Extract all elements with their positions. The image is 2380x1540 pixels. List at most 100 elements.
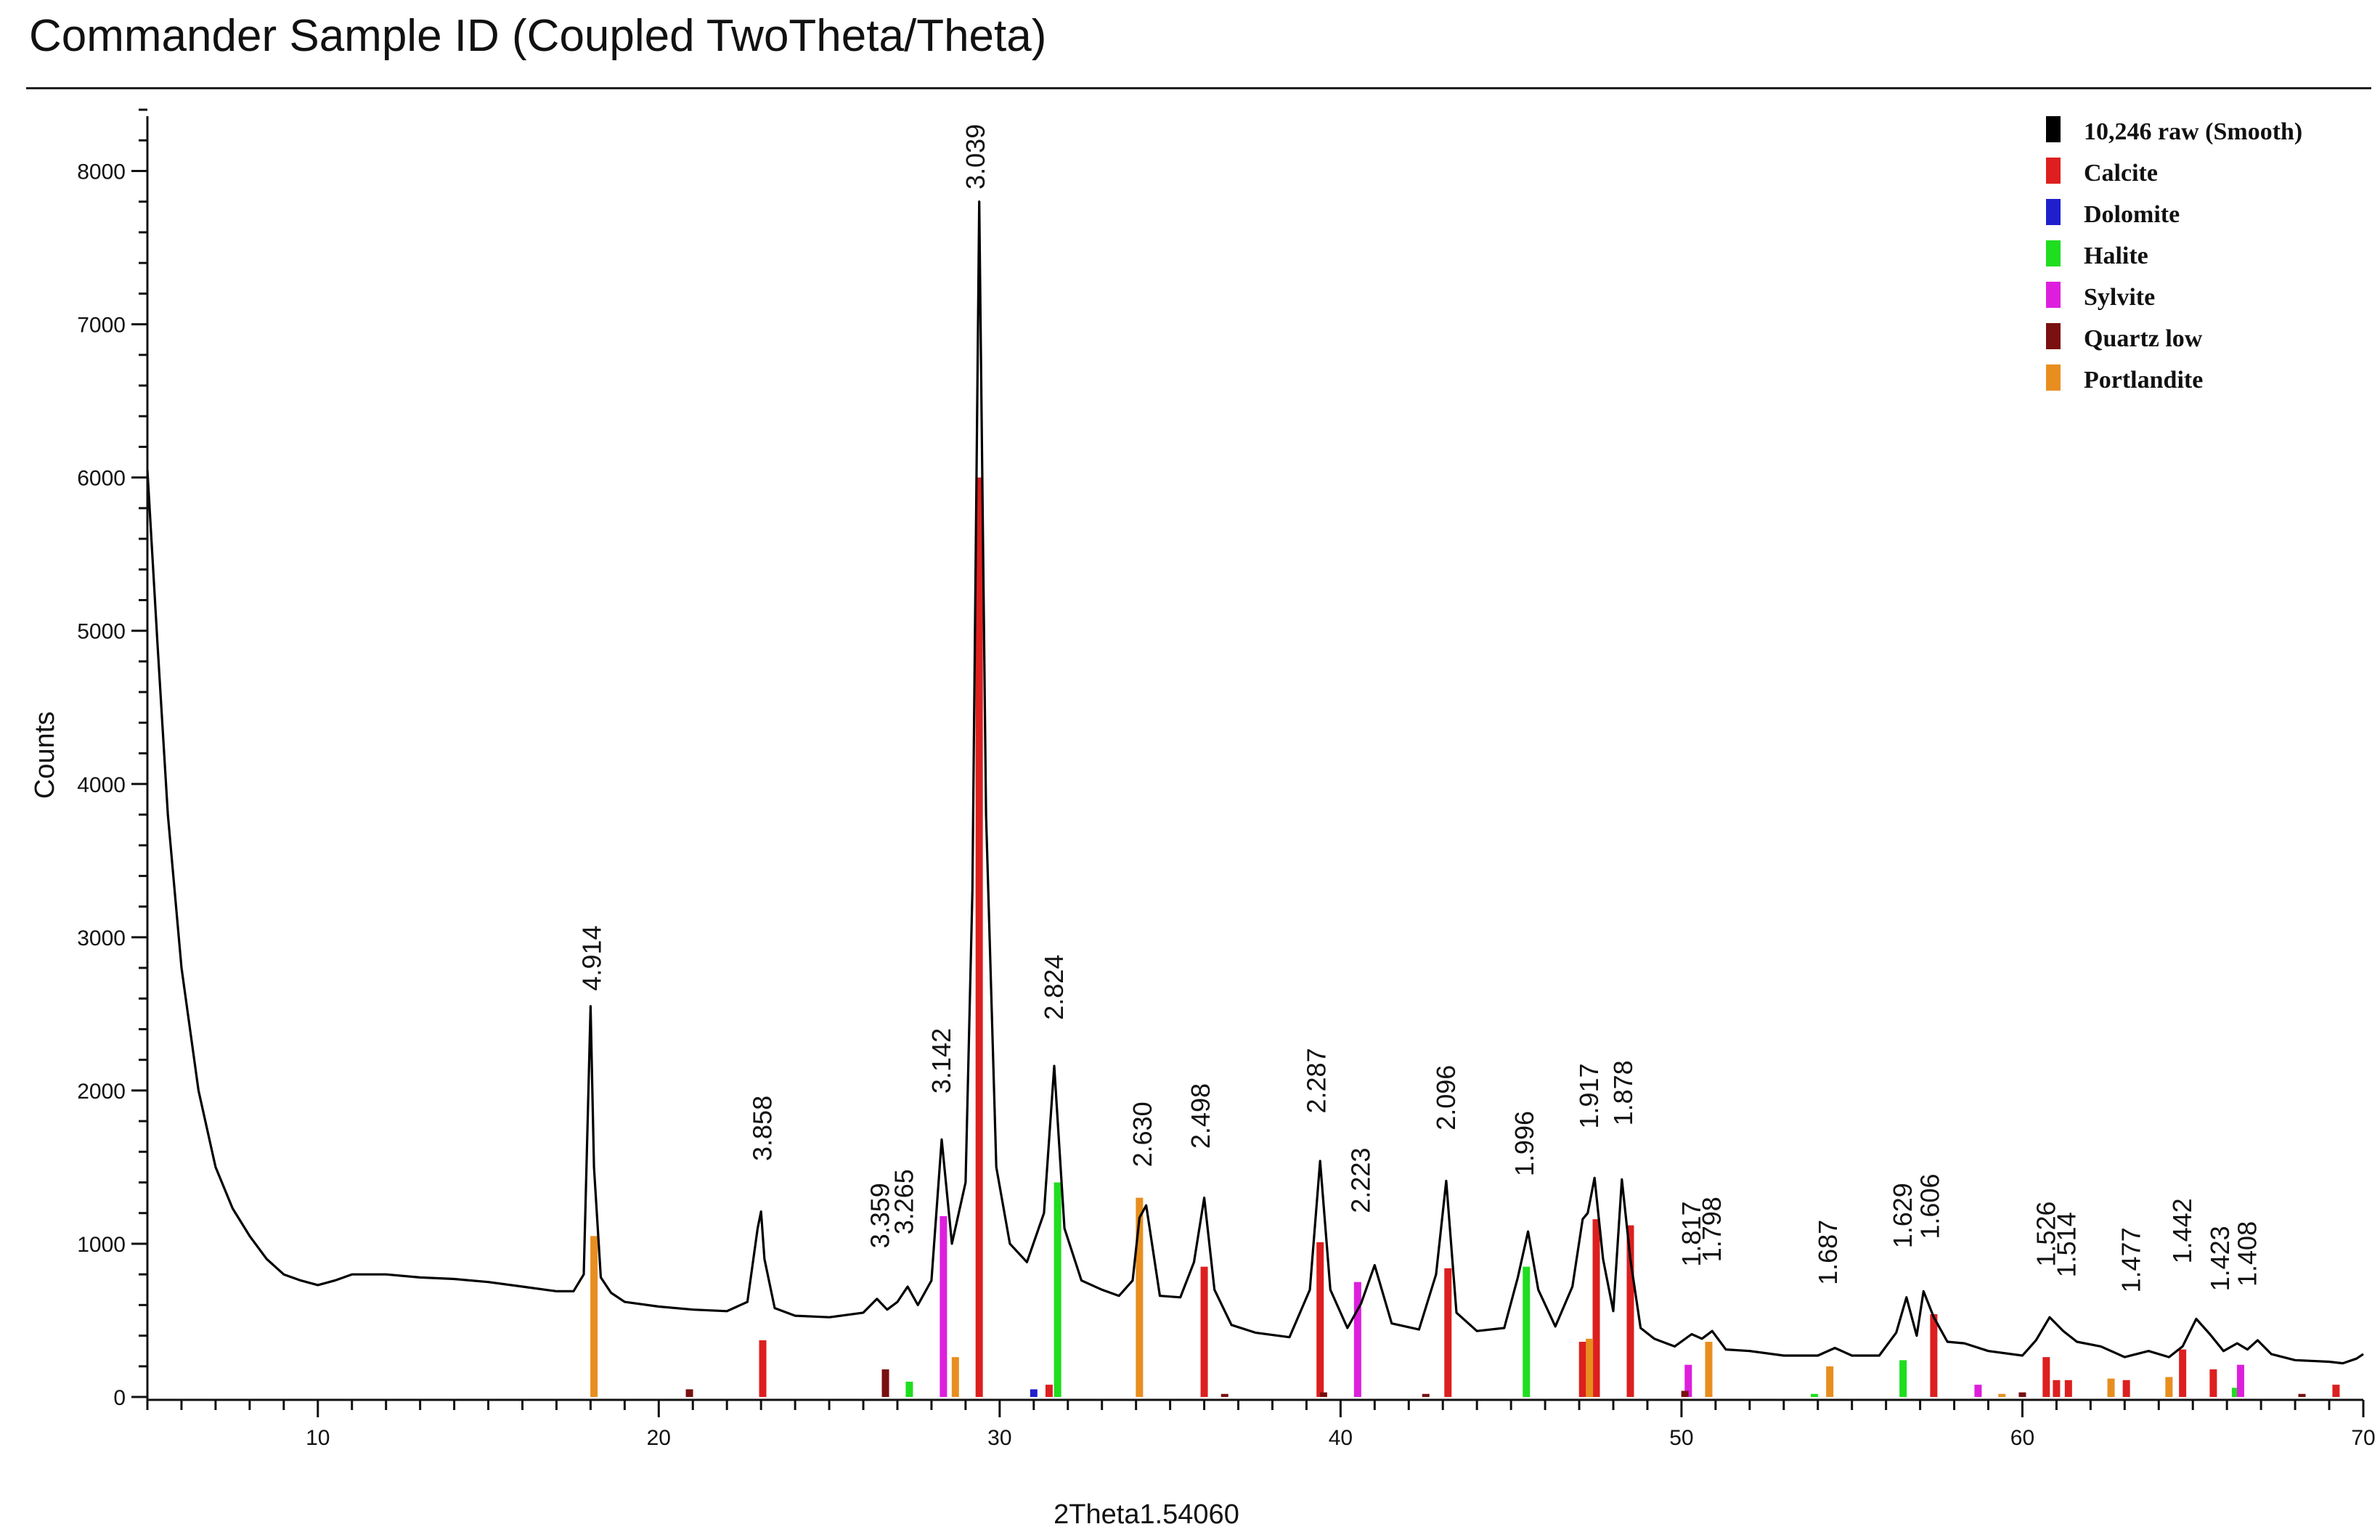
stick-calcite [2064, 1380, 2072, 1397]
stick-sylvite [1974, 1385, 1982, 1397]
legend-label: Quartz low [2084, 325, 2203, 352]
raw-pattern [146, 200, 2364, 1365]
x-tick-label: 70 [2351, 1426, 2375, 1450]
legend-label: Portlandite [2084, 367, 2203, 394]
phase-quartz-low [685, 1369, 2306, 1397]
stick-quartz-low [2018, 1392, 2026, 1397]
legend: 10,246 raw (Smooth) Calcite Dolomite Halite… [2046, 116, 2302, 394]
raw-series-line [146, 200, 2364, 1365]
stick-quartz-low [1220, 1393, 1228, 1397]
y-tick-label: 0 [113, 1386, 126, 1410]
peak-label: 4.914 [577, 926, 607, 991]
peak-label: 1.629 [1888, 1183, 1918, 1248]
stick-calcite [2332, 1385, 2340, 1397]
y-tick-label: 7000 [77, 314, 126, 338]
stick-portlandite [1136, 1197, 1144, 1397]
legend-item-quartz-low: Quartz low [2046, 323, 2203, 352]
peak-label: 1.687 [1813, 1220, 1843, 1285]
phase-dolomite [1030, 1389, 1038, 1397]
legend-swatch [2046, 116, 2061, 142]
legend-swatch [2046, 158, 2061, 184]
peak-label: 1.423 [2205, 1226, 2235, 1291]
y-tick-label: 2000 [77, 1080, 126, 1104]
y-tick-label: 5000 [77, 620, 126, 644]
x-tick-label: 30 [987, 1426, 1011, 1450]
peak-label: 1.996 [1509, 1111, 1539, 1176]
x-tick-label: 20 [647, 1426, 671, 1450]
stick-calcite [1578, 1342, 1586, 1397]
stick-quartz-low [685, 1389, 693, 1397]
stick-calcite [975, 477, 983, 1398]
x-tick-label: 10 [306, 1426, 330, 1450]
x-axis-title: 2Theta1.54060 [1054, 1499, 1239, 1530]
stick-calcite [1592, 1219, 1600, 1397]
legend-label: 10,246 raw (Smooth) [2084, 118, 2302, 145]
legend-label: Dolomite [2084, 201, 2180, 228]
stick-calcite [2209, 1369, 2217, 1397]
legend-swatch [2046, 240, 2061, 266]
stick-portlandite [1826, 1366, 1834, 1397]
stick-calcite [2042, 1357, 2050, 1397]
x-tick-label: 50 [1669, 1426, 1693, 1450]
stick-portlandite [951, 1357, 959, 1397]
stick-quartz-low [881, 1369, 889, 1397]
peak-label: 1.917 [1574, 1064, 1604, 1129]
stick-halite [1899, 1360, 1907, 1397]
stick-portlandite [1998, 1393, 2006, 1397]
peak-label: 1.442 [2167, 1198, 2197, 1263]
peak-label: 1.798 [1697, 1197, 1727, 1262]
stick-calcite [1626, 1225, 1634, 1397]
legend-item-sylvite: Sylvite [2046, 282, 2155, 311]
phase-portlandite [590, 1197, 2173, 1397]
phase-sticks [590, 477, 2340, 1398]
stick-halite [1523, 1266, 1531, 1397]
stick-portlandite [1705, 1342, 1713, 1397]
stick-calcite [2179, 1349, 2187, 1397]
stick-portlandite [1586, 1338, 1594, 1397]
phase-calcite [759, 477, 2340, 1398]
legend-swatch [2046, 323, 2061, 349]
stick-calcite [2122, 1380, 2130, 1397]
legend-swatch [2046, 282, 2061, 308]
stick-halite [2231, 1388, 2239, 1397]
phase-sylvite [940, 1215, 2244, 1397]
legend-item-portlandite: Portlandite [2046, 364, 2203, 394]
y-tick-label: 4000 [77, 773, 126, 797]
y-axis-title: Counts [30, 712, 60, 799]
peak-label: 2.096 [1431, 1065, 1461, 1130]
peak-label: 1.477 [2116, 1227, 2146, 1292]
peak-label: 2.824 [1039, 955, 1069, 1020]
stick-calcite [759, 1340, 767, 1397]
stick-calcite [1930, 1314, 1938, 1397]
stick-halite [1054, 1182, 1061, 1397]
legend-item-10-246-raw-smooth: 10,246 raw (Smooth) [2046, 116, 2302, 145]
legend-item-calcite: Calcite [2046, 158, 2158, 187]
peak-label: 3.039 [961, 124, 990, 190]
legend-item-halite: Halite [2046, 240, 2148, 269]
y-tick-label: 6000 [77, 467, 126, 491]
stick-sylvite [1684, 1364, 1692, 1397]
peak-label: 1.606 [1915, 1174, 1945, 1239]
legend-label: Sylvite [2084, 284, 2155, 311]
stick-portlandite [590, 1236, 598, 1397]
y-tick-label: 3000 [77, 926, 126, 950]
stick-calcite [1316, 1242, 1324, 1397]
stick-dolomite [1030, 1389, 1038, 1397]
peak-label: 1.408 [2232, 1221, 2262, 1287]
stick-quartz-low [1319, 1392, 1327, 1397]
peak-label: 3.858 [748, 1096, 778, 1161]
legend-swatch [2046, 199, 2061, 225]
legend-label: Calcite [2084, 160, 2158, 187]
stick-portlandite [2165, 1377, 2173, 1397]
title-divider [26, 87, 2371, 89]
stick-sylvite [1353, 1282, 1361, 1397]
stick-halite [1811, 1393, 1819, 1397]
peak-label: 3.265 [889, 1169, 918, 1234]
peak-label: 2.498 [1186, 1083, 1215, 1149]
stick-portlandite [2107, 1378, 2115, 1397]
stick-quartz-low [1422, 1393, 1430, 1397]
legend-swatch [2046, 364, 2061, 391]
stick-quartz-low [1681, 1390, 1689, 1397]
